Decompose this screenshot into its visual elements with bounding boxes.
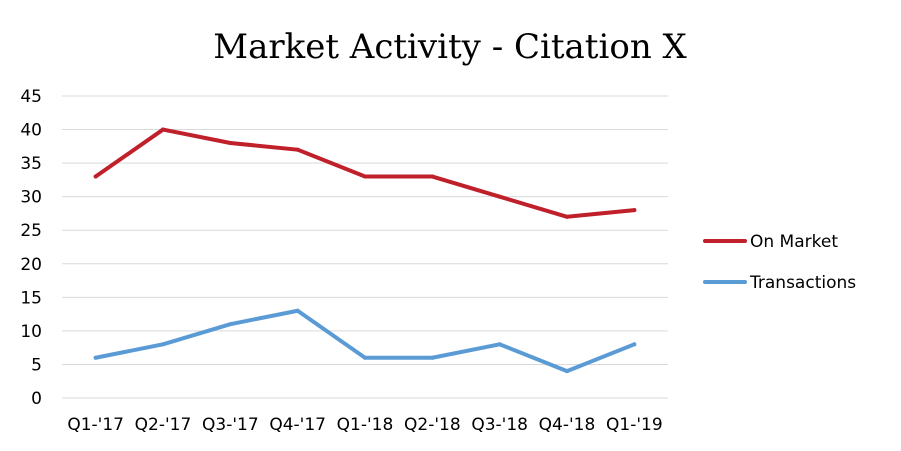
y-tick-label: 30 <box>20 188 42 208</box>
data-point <box>497 194 502 199</box>
chart-title: Market Activity - Citation X <box>213 27 687 67</box>
gridlines <box>62 95 668 399</box>
data-point <box>430 355 435 360</box>
data-point <box>565 369 569 374</box>
legend-label: On Market <box>750 232 838 252</box>
data-point <box>565 214 569 219</box>
data-point <box>430 174 435 179</box>
y-tick-label: 10 <box>20 322 42 342</box>
legend-label: Transactions <box>749 273 856 293</box>
x-tick-label: Q4-'17 <box>269 415 326 435</box>
legend-item: On Market <box>703 232 838 252</box>
data-point <box>295 308 300 313</box>
y-tick-label: 5 <box>31 355 42 375</box>
data-point <box>497 342 502 347</box>
legend-item: Transactions <box>703 273 856 293</box>
x-tick-label: Q1-'19 <box>606 415 663 435</box>
data-point <box>363 355 367 360</box>
y-tick-label: 0 <box>31 389 42 409</box>
y-tick-label: 40 <box>20 121 42 141</box>
data-point <box>93 174 98 179</box>
series-line-transactions <box>93 308 637 374</box>
legend: On Market Transactions <box>703 232 856 293</box>
data-point <box>161 127 165 132</box>
x-tick-label: Q3-'18 <box>471 415 528 435</box>
x-tick-label: Q3-'17 <box>202 415 259 435</box>
data-point <box>161 342 165 347</box>
data-point <box>228 322 233 327</box>
y-tick-label: 15 <box>20 288 42 308</box>
data-point <box>228 140 233 145</box>
series-lines <box>93 127 637 374</box>
data-point <box>93 355 98 360</box>
series-line-on-market <box>93 127 637 219</box>
x-tick-label: Q4-'18 <box>539 415 596 435</box>
x-tick-label: Q1-'17 <box>67 415 124 435</box>
y-tick-label: 35 <box>20 154 42 174</box>
data-point <box>632 208 637 213</box>
y-tick-label: 20 <box>20 255 42 275</box>
y-tick-label: 25 <box>20 221 42 241</box>
x-tick-label: Q2-'17 <box>135 415 192 435</box>
data-point <box>295 147 300 152</box>
data-point <box>632 342 637 347</box>
x-axis-ticks: Q1-'17 Q2-'17 Q3-'17 Q4-'17 Q1-'18 Q2-'18 Q3-'… <box>67 415 662 435</box>
x-tick-label: Q2-'18 <box>404 415 461 435</box>
y-axis-ticks: 0 5 10 15 20 25 30 35 40 45 <box>20 87 42 409</box>
x-tick-label: Q1-'18 <box>337 415 394 435</box>
y-tick-label: 45 <box>20 87 42 107</box>
data-point <box>363 174 367 179</box>
